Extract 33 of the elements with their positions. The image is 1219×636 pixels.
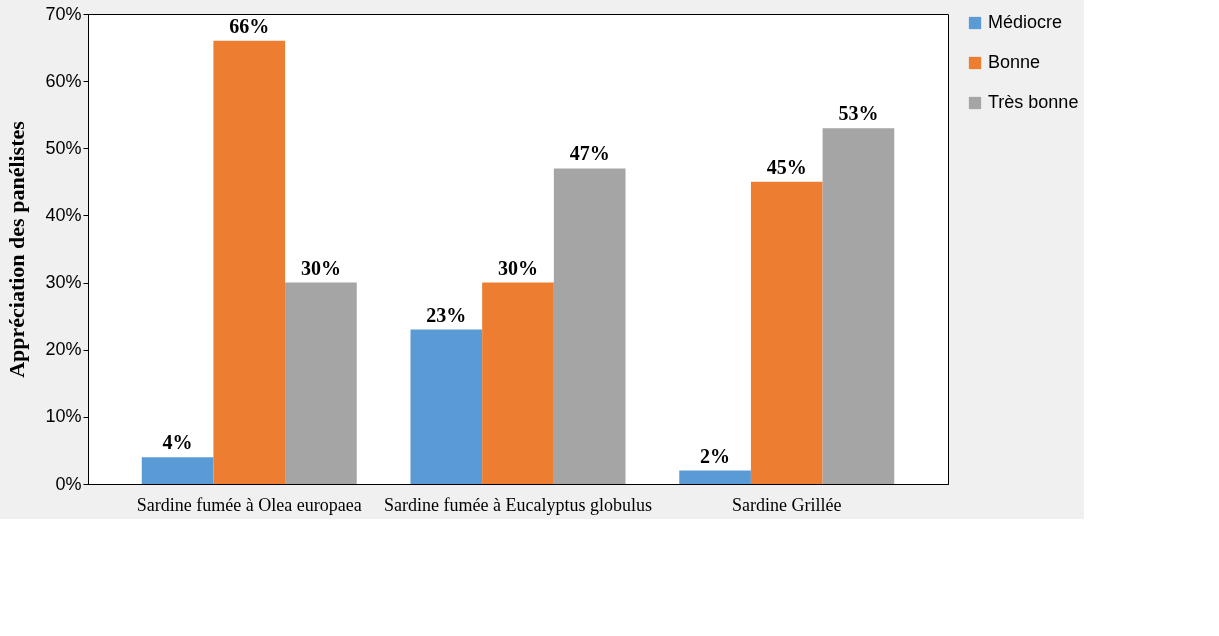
bar — [213, 40, 286, 484]
data-label: 30% — [300, 256, 341, 279]
y-tick-label: 30% — [45, 272, 82, 293]
y-tick-label: 20% — [45, 339, 82, 360]
bar — [553, 168, 626, 484]
data-label: 53% — [838, 102, 879, 125]
bar — [141, 457, 214, 484]
legend-label: Très bonne — [988, 92, 1079, 112]
bar — [679, 470, 751, 484]
y-axis-title: Appréciation des panélistes — [4, 120, 30, 378]
bar — [410, 329, 483, 484]
y-tick-label: 50% — [45, 137, 82, 158]
data-label: 23% — [426, 303, 467, 326]
data-label: 2% — [700, 444, 731, 467]
data-label: 30% — [498, 256, 538, 279]
x-tick-label: Sardine fumée à Eucalyptus globulus — [384, 494, 652, 515]
data-label: 45% — [766, 155, 807, 178]
data-label: 47% — [569, 142, 610, 165]
bar — [750, 181, 823, 484]
x-tick-label: Sardine fumée à Olea europaea — [136, 494, 362, 515]
y-tick-label: 40% — [45, 204, 82, 225]
bar — [822, 128, 895, 484]
data-label: 4% — [162, 431, 193, 454]
y-tick-label: 60% — [45, 70, 82, 91]
y-tick-label: 10% — [45, 406, 82, 427]
y-tick-label: 70% — [45, 3, 82, 24]
bar — [482, 282, 554, 484]
x-tick-label: Sardine Grillée — [732, 494, 842, 515]
y-tick-label: 0% — [55, 473, 82, 494]
legend-label: Bonne — [988, 52, 1041, 72]
bar — [285, 282, 357, 484]
legend-label: Médiocre — [988, 12, 1063, 32]
data-label: 66% — [229, 14, 270, 37]
